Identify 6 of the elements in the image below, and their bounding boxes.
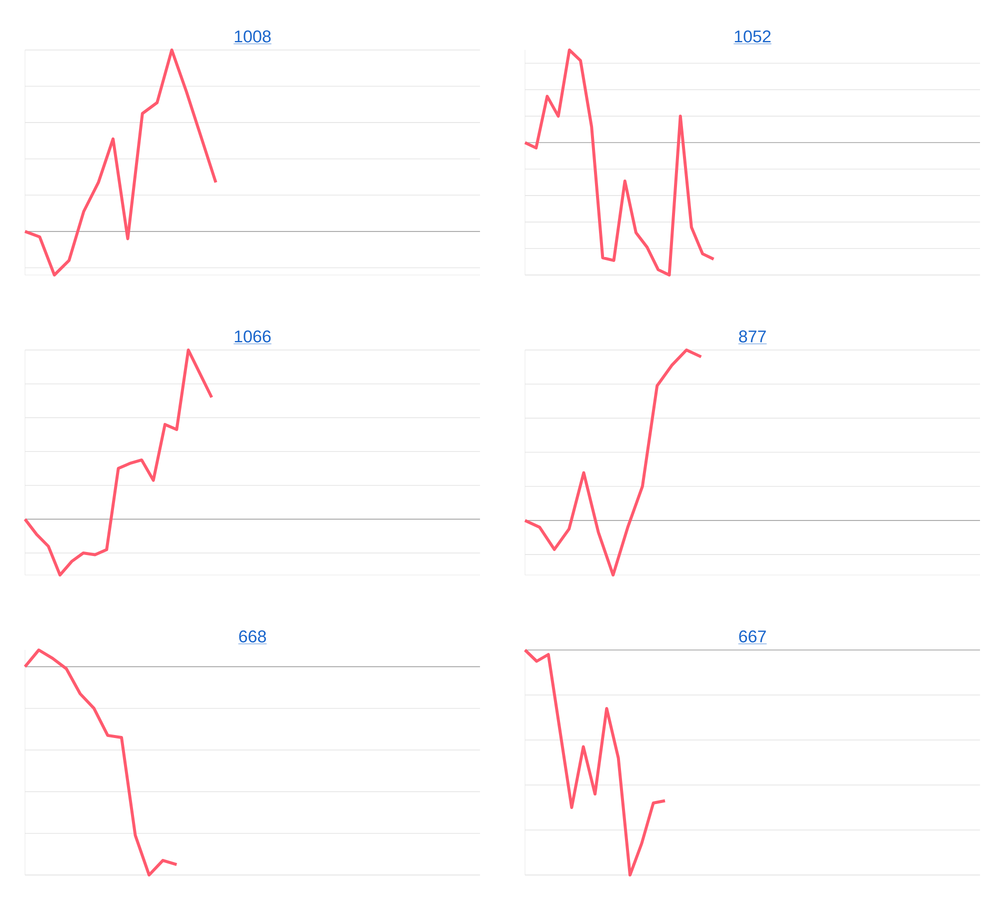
chart-title: 877 [739,330,766,342]
chart-title: 668 [239,630,266,642]
chart-title: 1052 [734,30,771,42]
chart-title: 667 [739,630,766,642]
chart-title: 1008 [234,30,271,42]
chart-title: 1066 [234,330,271,342]
